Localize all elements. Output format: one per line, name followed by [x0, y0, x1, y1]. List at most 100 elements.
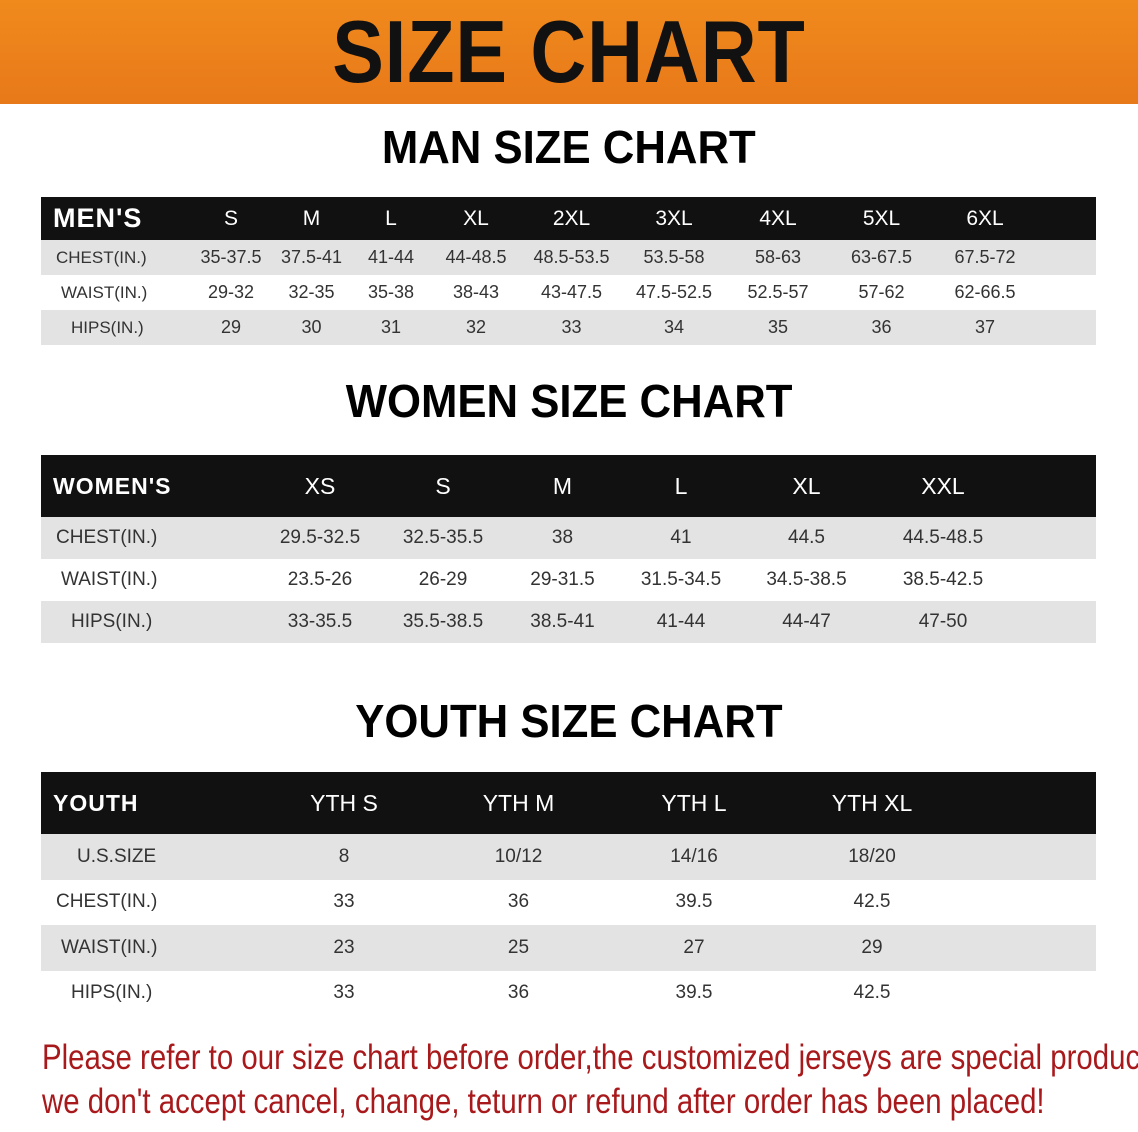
measurement-cell: 29: [861, 936, 883, 958]
table-row: HIPS(IN.) 29 30 31 32 33 34 35 36 37: [41, 310, 1096, 345]
measurement-cell: 37.5-41: [280, 247, 343, 267]
measurement-cell: 38.5-41: [530, 611, 595, 632]
measurement-cell: 48.5-53.5: [533, 247, 610, 267]
order-notice: Please refer to our size chart before or…: [42, 1036, 1138, 1124]
notice-line-2: we don't accept cancel, change, teturn o…: [42, 1082, 1045, 1121]
measurement-cell: 23.5-26: [287, 569, 353, 590]
row-label: CHEST(IN.): [56, 527, 158, 548]
size-column-header: S: [223, 206, 238, 230]
size-column-header: [962, 772, 1096, 834]
measurement-cell: 57-62: [858, 282, 905, 302]
row-label: HIPS(IN.): [71, 611, 153, 632]
measurement-cell: 44-48.5: [445, 247, 507, 267]
women-header-row: WOMEN'S XS S M L XL XXL: [41, 455, 1096, 517]
measurement-cell: 38: [551, 527, 574, 548]
table-row: CHEST(IN.) 33 36 39.5 42.5: [41, 879, 1096, 926]
measurement-cell: 47.5-52.5: [635, 282, 713, 302]
size-column-header: 3XL: [655, 206, 693, 230]
measurement-cell: 38-43: [452, 282, 500, 302]
size-column-header: 6XL: [966, 206, 1004, 230]
size-column-header: [1014, 455, 1096, 517]
measurement-cell: [962, 971, 1096, 1017]
measurement-cell: 63-67.5: [850, 247, 913, 267]
row-label: HIPS(IN.): [71, 982, 153, 1004]
size-column-header: S: [435, 472, 451, 499]
measurement-cell: 47-50: [918, 611, 968, 632]
measurement-cell: 35-38: [367, 282, 415, 302]
notice-line-1: Please refer to our size chart before or…: [42, 1038, 1138, 1077]
measurement-cell: 32.5-35.5: [402, 527, 484, 548]
measurement-cell: [1037, 275, 1096, 310]
measurement-cell: 36: [871, 317, 892, 337]
measurement-cell: 30: [301, 317, 322, 337]
size-column-header: M: [302, 206, 321, 230]
table-row: CHEST(IN.) 29.5-32.5 32.5-35.5 38 41 44.5 44.5…: [41, 517, 1096, 559]
row-label: WAIST(IN.): [61, 569, 158, 590]
size-column-header: 5XL: [862, 206, 901, 230]
measurement-cell: 18/20: [848, 845, 896, 867]
measurement-cell: 41-44: [367, 247, 415, 267]
measurement-cell: [1014, 517, 1096, 559]
measurement-cell: 35-37.5: [200, 247, 262, 267]
measurement-cell: 34: [663, 317, 685, 337]
measurement-cell: [1037, 240, 1096, 275]
table-corner-label: WOMEN'S: [53, 472, 172, 499]
row-label: U.S.SIZE: [77, 845, 157, 867]
measurement-cell: [1037, 310, 1096, 345]
measurement-cell: 29-32: [207, 282, 255, 302]
row-label: CHEST(IN.): [56, 891, 158, 913]
title-banner: SIZE CHART: [0, 0, 1138, 104]
measurement-cell: 44.5: [788, 527, 825, 548]
table-corner-label: YOUTH: [53, 789, 139, 816]
measurement-cell: 44.5-48.5: [902, 527, 984, 548]
measurement-cell: 42.5: [853, 891, 891, 913]
measurement-cell: 37: [974, 317, 996, 337]
size-column-header: M: [552, 472, 573, 499]
measurement-cell: 32: [465, 317, 487, 337]
measurement-cell: 53.5-58: [643, 247, 705, 267]
banner-title: SIZE CHART: [332, 2, 806, 101]
measurement-cell: 44-47: [782, 611, 831, 632]
measurement-cell: 43-47.5: [540, 282, 603, 302]
youth-header-row: YOUTH YTH S YTH M YTH L YTH XL: [41, 772, 1096, 834]
size-column-header: XL: [792, 472, 821, 499]
table-row: CHEST(IN.) 35-37.5 37.5-41 41-44 44-48.5 48.5…: [41, 240, 1096, 275]
measurement-cell: 10/12: [494, 845, 543, 867]
measurement-cell: 62-66.5: [954, 282, 1016, 302]
measurement-cell: 33: [333, 891, 355, 913]
row-label: WAIST(IN.): [61, 936, 158, 958]
measurement-cell: 41: [670, 527, 692, 548]
measurement-cell: 29: [220, 317, 242, 337]
measurement-cell: 8: [338, 845, 350, 867]
size-column-header: 4XL: [759, 206, 797, 230]
size-column-header: XS: [304, 472, 336, 499]
measurement-cell: 33: [333, 982, 355, 1004]
measurement-cell: 33-35.5: [287, 611, 353, 632]
youth-heading: YOUTH SIZE CHART: [355, 695, 783, 747]
measurement-cell: 26-29: [418, 569, 468, 590]
table-row: WAIST(IN.) 29-32 32-35 35-38 38-43 43-47.5 47.…: [41, 275, 1096, 310]
measurement-cell: 35: [767, 317, 789, 337]
size-column-header: YTH S: [310, 789, 378, 816]
size-column-header: [1037, 197, 1096, 240]
men-heading: MAN SIZE CHART: [382, 121, 756, 173]
row-label: HIPS(IN.): [71, 317, 144, 337]
measurement-cell: 31.5-34.5: [640, 569, 722, 590]
measurement-cell: 35.5-38.5: [402, 611, 484, 632]
women-heading: WOMEN SIZE CHART: [345, 375, 793, 427]
measurement-cell: 27: [683, 936, 705, 958]
youth-size-table: YOUTH YTH S YTH M YTH L YTH XL U.S.SIZE 8 10/12…: [41, 772, 1096, 1016]
measurement-cell: [962, 880, 1096, 926]
measurement-cell: 52.5-57: [747, 282, 809, 302]
size-column-header: 2XL: [552, 206, 591, 230]
size-column-header: XXL: [921, 472, 965, 499]
measurement-cell: 36: [507, 891, 530, 913]
measurement-cell: 29-31.5: [530, 569, 595, 590]
men-size-table: MEN'S S M L XL 2XL 3XL 4XL 5XL 6XL CHEST(IN.) 35-37…: [41, 197, 1096, 345]
row-label: WAIST(IN.): [61, 282, 148, 302]
size-column-header: YTH M: [482, 789, 555, 816]
measurement-cell: [962, 925, 1096, 971]
women-size-table: WOMEN'S XS S M L XL XXL CHEST(IN.) 29.5-32.5 32.5…: [41, 455, 1096, 643]
size-column-header: YTH L: [661, 789, 727, 816]
size-column-header: L: [385, 206, 397, 230]
